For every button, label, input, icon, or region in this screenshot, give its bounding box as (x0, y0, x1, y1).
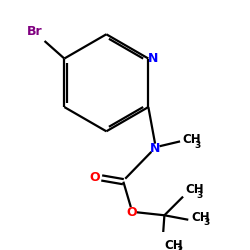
Text: CH: CH (191, 211, 210, 224)
Text: 3: 3 (194, 140, 200, 149)
Text: O: O (89, 172, 100, 184)
Text: CH: CH (164, 239, 183, 250)
Text: Br: Br (27, 25, 42, 38)
Text: N: N (148, 52, 158, 65)
Text: 3: 3 (197, 191, 203, 200)
Text: CH: CH (185, 184, 204, 196)
Text: O: O (126, 206, 137, 219)
Text: 3: 3 (176, 246, 182, 250)
Text: N: N (150, 142, 160, 154)
Text: 3: 3 (203, 218, 210, 227)
Text: CH: CH (182, 133, 201, 146)
